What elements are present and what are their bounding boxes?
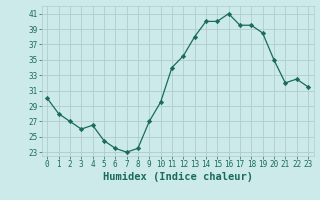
- X-axis label: Humidex (Indice chaleur): Humidex (Indice chaleur): [103, 172, 252, 182]
